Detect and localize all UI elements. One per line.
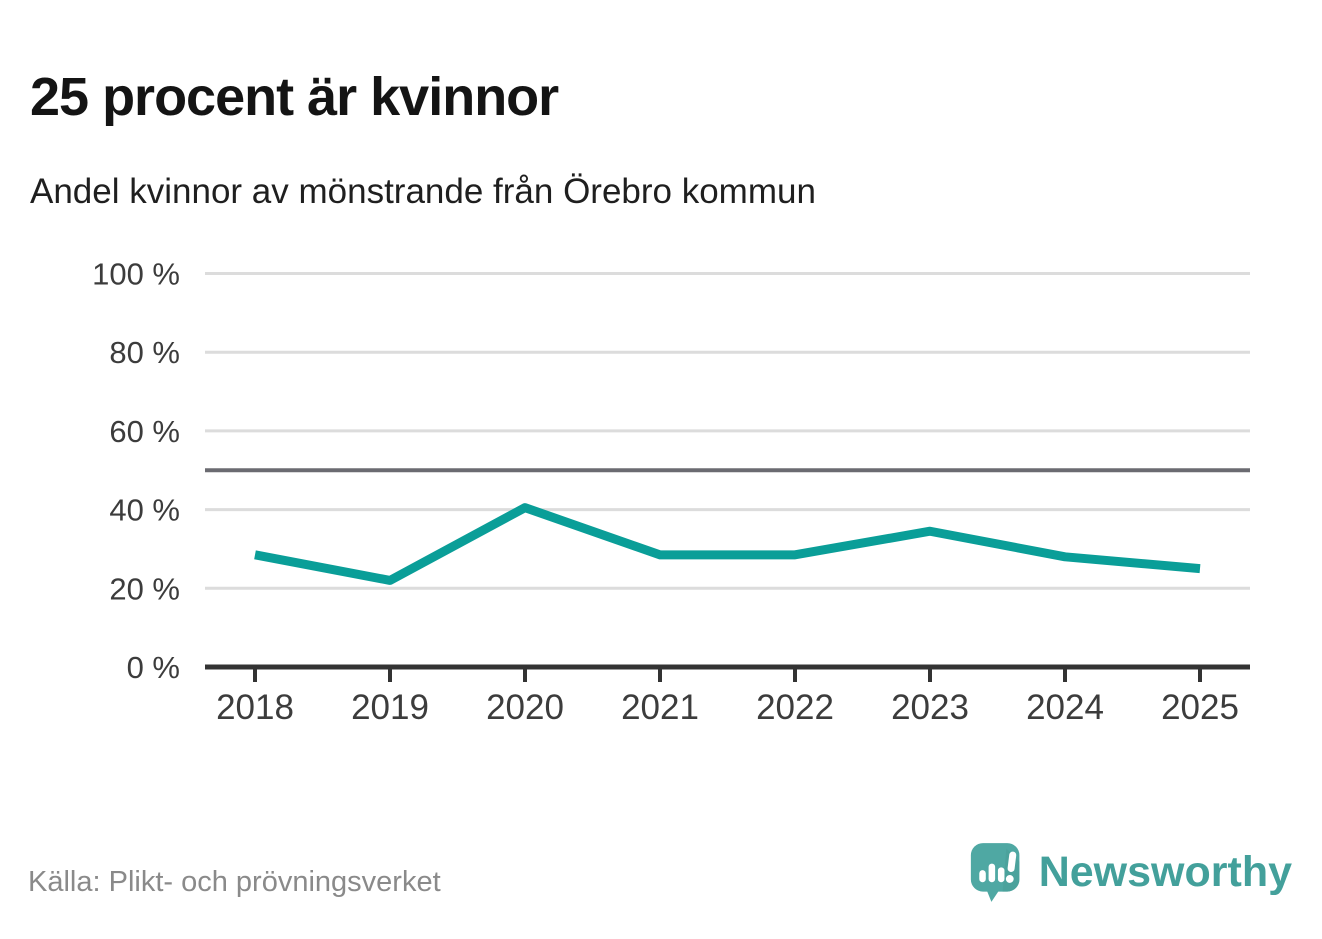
brand-logo: Newsworthy	[969, 840, 1292, 904]
x-axis-tick-label: 2024	[1026, 688, 1104, 727]
newsworthy-icon	[970, 843, 1020, 902]
y-axis-tick-label: 60 %	[109, 414, 180, 449]
x-axis-tick-label: 2025	[1161, 688, 1239, 727]
brand-name: Newsworthy	[1038, 847, 1292, 896]
y-axis-tick-label: 80 %	[109, 335, 180, 370]
source-note: Källa: Plikt- och prövningsverket	[28, 866, 441, 898]
line-chart: 0 % 20 % 40 % 60 % 80 % 100 % 2018 2019 2020 2021…	[92, 257, 1250, 727]
y-axis-tick-label: 20 %	[109, 571, 180, 606]
x-axis-tick-label: 2020	[486, 688, 564, 727]
x-axis-tick-label: 2018	[216, 688, 294, 727]
data-line-andel-kvinnor	[254, 503, 1201, 585]
y-axis-tick-label: 40 %	[109, 493, 180, 528]
x-axis-tick-label: 2022	[756, 688, 834, 727]
x-axis-tick-label: 2019	[351, 688, 429, 727]
x-axis-tick-label: 2021	[621, 688, 699, 727]
x-axis-tick-label: 2023	[891, 688, 969, 727]
y-axis-tick-label: 0 %	[127, 650, 180, 685]
y-axis-tick-label: 100 %	[92, 257, 180, 292]
chart-subtitle: Andel kvinnor av mönstrande från Örebro …	[30, 172, 816, 211]
chart-title: 25 procent är kvinnor	[30, 67, 559, 128]
